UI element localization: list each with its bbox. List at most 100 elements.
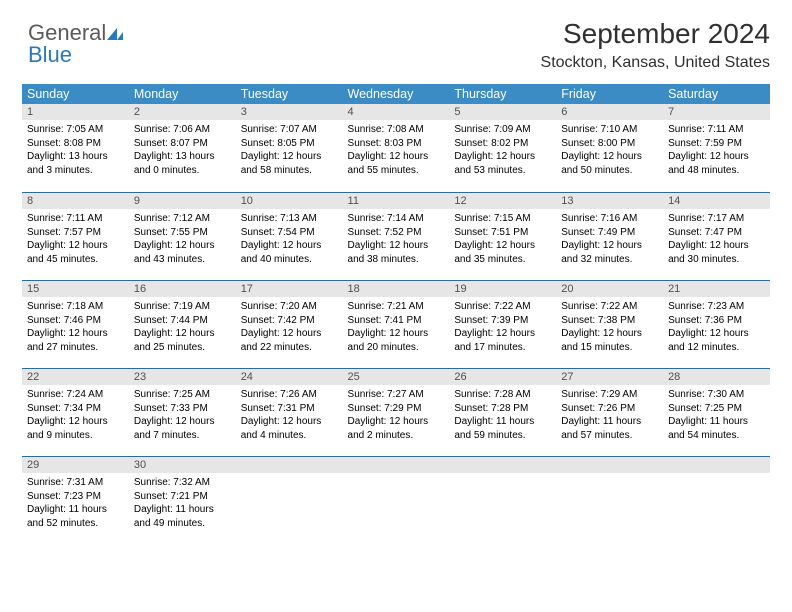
day-header-friday: Friday xyxy=(556,84,663,104)
sunset-line: Sunset: 8:08 PM xyxy=(27,137,124,151)
daylight-line: Daylight: 12 hours and 45 minutes. xyxy=(27,239,124,266)
day-number: 11 xyxy=(343,192,450,209)
sunrise-line: Sunrise: 7:26 AM xyxy=(241,388,338,402)
calendar-row: 8Sunrise: 7:11 AMSunset: 7:57 PMDaylight… xyxy=(22,192,770,280)
daylight-line: Daylight: 12 hours and 30 minutes. xyxy=(668,239,765,266)
daylight-line: Daylight: 12 hours and 4 minutes. xyxy=(241,415,338,442)
sunset-line: Sunset: 7:46 PM xyxy=(27,314,124,328)
calendar-cell: 7Sunrise: 7:11 AMSunset: 7:59 PMDaylight… xyxy=(663,104,770,192)
sunrise-line: Sunrise: 7:25 AM xyxy=(134,388,231,402)
day-number: 5 xyxy=(449,104,556,120)
sunset-line: Sunset: 8:02 PM xyxy=(454,137,551,151)
day-header-tuesday: Tuesday xyxy=(236,84,343,104)
day-details: Sunrise: 7:32 AMSunset: 7:21 PMDaylight:… xyxy=(129,473,236,530)
sunset-line: Sunset: 7:25 PM xyxy=(668,402,765,416)
day-header-wednesday: Wednesday xyxy=(343,84,450,104)
day-details: Sunrise: 7:31 AMSunset: 7:23 PMDaylight:… xyxy=(22,473,129,530)
sunrise-line: Sunrise: 7:08 AM xyxy=(348,123,445,137)
sunset-line: Sunset: 7:41 PM xyxy=(348,314,445,328)
calendar-cell: 18Sunrise: 7:21 AMSunset: 7:41 PMDayligh… xyxy=(343,280,450,368)
day-number: 29 xyxy=(22,456,129,473)
sunrise-line: Sunrise: 7:06 AM xyxy=(134,123,231,137)
sunrise-line: Sunrise: 7:29 AM xyxy=(561,388,658,402)
calendar-row: 1Sunrise: 7:05 AMSunset: 8:08 PMDaylight… xyxy=(22,104,770,192)
day-details: Sunrise: 7:29 AMSunset: 7:26 PMDaylight:… xyxy=(556,385,663,442)
day-number: 15 xyxy=(22,280,129,297)
sunrise-line: Sunrise: 7:30 AM xyxy=(668,388,765,402)
daylight-line: Daylight: 11 hours and 59 minutes. xyxy=(454,415,551,442)
day-details: Sunrise: 7:08 AMSunset: 8:03 PMDaylight:… xyxy=(343,120,450,177)
calendar-row: 22Sunrise: 7:24 AMSunset: 7:34 PMDayligh… xyxy=(22,368,770,456)
sunrise-line: Sunrise: 7:09 AM xyxy=(454,123,551,137)
day-number: 9 xyxy=(129,192,236,209)
sunrise-line: Sunrise: 7:32 AM xyxy=(134,476,231,490)
sunrise-line: Sunrise: 7:11 AM xyxy=(668,123,765,137)
sunset-line: Sunset: 7:55 PM xyxy=(134,226,231,240)
day-number: 12 xyxy=(449,192,556,209)
sunset-line: Sunset: 8:03 PM xyxy=(348,137,445,151)
daylight-line: Daylight: 12 hours and 35 minutes. xyxy=(454,239,551,266)
calendar-cell xyxy=(343,456,450,544)
day-details: Sunrise: 7:14 AMSunset: 7:52 PMDaylight:… xyxy=(343,209,450,266)
sunrise-line: Sunrise: 7:15 AM xyxy=(454,212,551,226)
day-number: 26 xyxy=(449,368,556,385)
calendar-cell: 8Sunrise: 7:11 AMSunset: 7:57 PMDaylight… xyxy=(22,192,129,280)
sunset-line: Sunset: 7:54 PM xyxy=(241,226,338,240)
day-details: Sunrise: 7:16 AMSunset: 7:49 PMDaylight:… xyxy=(556,209,663,266)
day-number: 16 xyxy=(129,280,236,297)
daylight-line: Daylight: 11 hours and 54 minutes. xyxy=(668,415,765,442)
day-number: 18 xyxy=(343,280,450,297)
daylight-line: Daylight: 13 hours and 0 minutes. xyxy=(134,150,231,177)
day-details: Sunrise: 7:13 AMSunset: 7:54 PMDaylight:… xyxy=(236,209,343,266)
calendar-cell: 6Sunrise: 7:10 AMSunset: 8:00 PMDaylight… xyxy=(556,104,663,192)
day-number: 1 xyxy=(22,104,129,120)
day-header-saturday: Saturday xyxy=(663,84,770,104)
sunrise-line: Sunrise: 7:07 AM xyxy=(241,123,338,137)
day-details: Sunrise: 7:05 AMSunset: 8:08 PMDaylight:… xyxy=(22,120,129,177)
daylight-line: Daylight: 13 hours and 3 minutes. xyxy=(27,150,124,177)
calendar-cell: 16Sunrise: 7:19 AMSunset: 7:44 PMDayligh… xyxy=(129,280,236,368)
calendar-row: 15 Sunrise: 7:18 AMSunset: 7:46 PM Dayligh… xyxy=(22,280,770,368)
daylight-line: Daylight: 12 hours and 15 minutes. xyxy=(561,327,658,354)
day-details: Sunrise: 7:26 AMSunset: 7:31 PMDaylight:… xyxy=(236,385,343,442)
day-details: Sunrise: 7:09 AMSunset: 8:02 PMDaylight:… xyxy=(449,120,556,177)
day-details: Sunrise: 7:11 AMSunset: 7:59 PMDaylight:… xyxy=(663,120,770,177)
day-details: Sunrise: 7:25 AMSunset: 7:33 PMDaylight:… xyxy=(129,385,236,442)
calendar-cell: 28Sunrise: 7:30 AMSunset: 7:25 PMDayligh… xyxy=(663,368,770,456)
daylight-line: Daylight: 11 hours and 49 minutes. xyxy=(134,503,231,530)
calendar-cell: 24Sunrise: 7:26 AMSunset: 7:31 PMDayligh… xyxy=(236,368,343,456)
sunset-line: Sunset: 8:07 PM xyxy=(134,137,231,151)
daylight-line: Daylight: 12 hours and 12 minutes. xyxy=(668,327,765,354)
day-details: Sunrise: 7:24 AMSunset: 7:34 PMDaylight:… xyxy=(22,385,129,442)
sunset-line: Sunset: 8:05 PM xyxy=(241,137,338,151)
logo-triangle-icon xyxy=(107,28,117,40)
header: September 2024 Stockton, Kansas, United … xyxy=(22,18,770,72)
sunrise-line: Sunrise: 7:23 AM xyxy=(668,300,765,314)
day-details: Sunrise: 7:06 AMSunset: 8:07 PMDaylight:… xyxy=(129,120,236,177)
day-number-empty xyxy=(663,456,770,473)
calendar-cell xyxy=(556,456,663,544)
day-number: 13 xyxy=(556,192,663,209)
calendar-cell xyxy=(449,456,556,544)
calendar-cell: 12Sunrise: 7:15 AMSunset: 7:51 PMDayligh… xyxy=(449,192,556,280)
daylight-line: Daylight: 12 hours and 17 minutes. xyxy=(454,327,551,354)
day-details: Sunrise: 7:20 AMSunset: 7:42 PMDaylight:… xyxy=(236,297,343,354)
calendar-cell: 30Sunrise: 7:32 AMSunset: 7:21 PMDayligh… xyxy=(129,456,236,544)
day-number: 14 xyxy=(663,192,770,209)
day-number-empty xyxy=(556,456,663,473)
day-details: Sunrise: 7:28 AMSunset: 7:28 PMDaylight:… xyxy=(449,385,556,442)
daylight-line: Daylight: 12 hours and 40 minutes. xyxy=(241,239,338,266)
calendar-table: Sunday Monday Tuesday Wednesday Thursday… xyxy=(22,84,770,544)
calendar-cell: 5Sunrise: 7:09 AMSunset: 8:02 PMDaylight… xyxy=(449,104,556,192)
calendar-cell: 23Sunrise: 7:25 AMSunset: 7:33 PMDayligh… xyxy=(129,368,236,456)
daylight-line: Daylight: 12 hours and 20 minutes. xyxy=(348,327,445,354)
sunset-line: Sunset: 8:00 PM xyxy=(561,137,658,151)
day-details: Sunrise: 7:27 AMSunset: 7:29 PMDaylight:… xyxy=(343,385,450,442)
calendar-cell: 11Sunrise: 7:14 AMSunset: 7:52 PMDayligh… xyxy=(343,192,450,280)
sunset-line: Sunset: 7:39 PM xyxy=(454,314,551,328)
sunset-line: Sunset: 7:23 PM xyxy=(27,490,124,504)
day-number: 22 xyxy=(22,368,129,385)
day-number: 24 xyxy=(236,368,343,385)
sunrise-line: Sunrise: 7:18 AM xyxy=(27,300,124,314)
sunrise-line: Sunrise: 7:16 AM xyxy=(561,212,658,226)
